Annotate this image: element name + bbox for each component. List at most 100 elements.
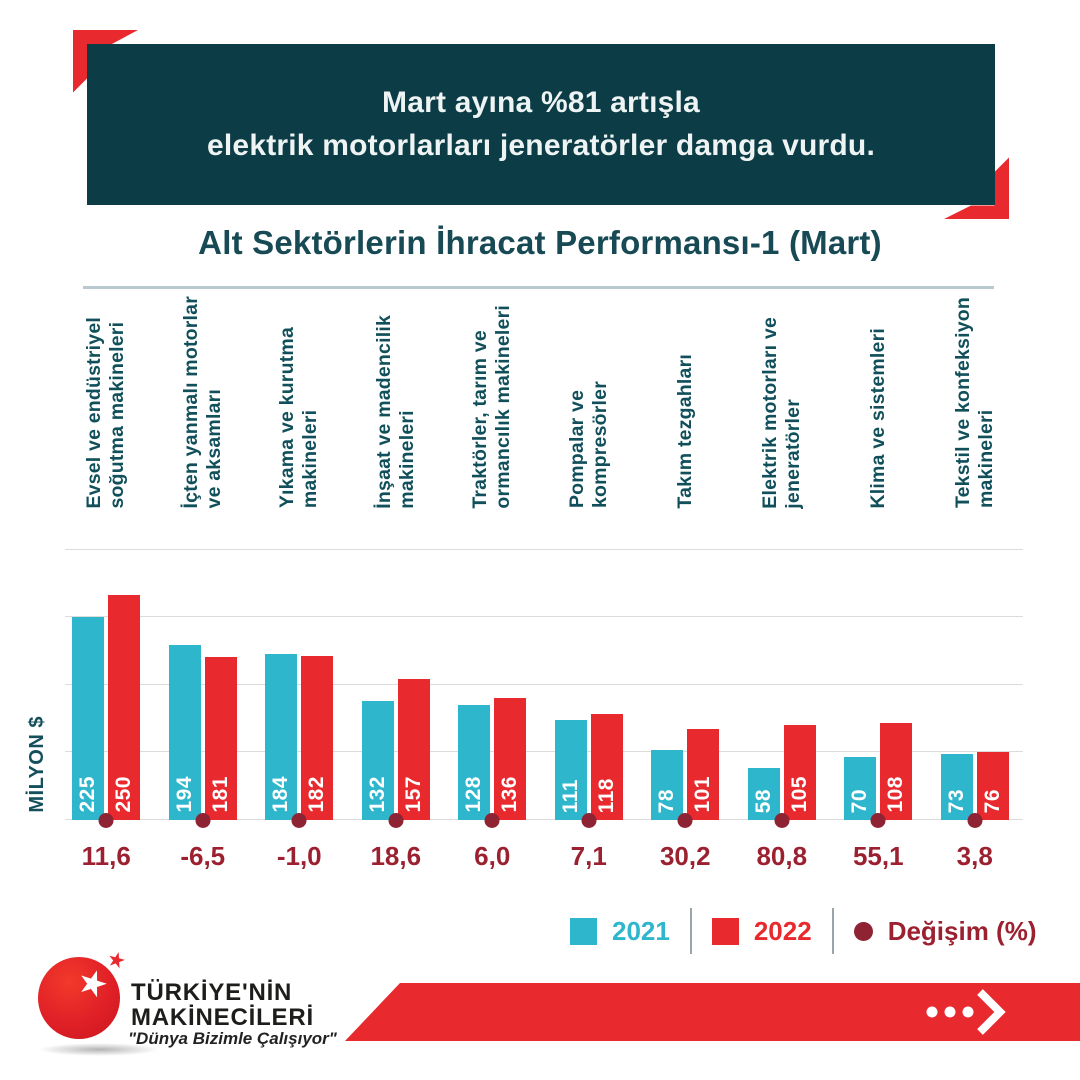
bar-2021: 132 [361,701,394,820]
bar-value-label: 108 [884,776,908,813]
bar-2022: 105 [783,725,816,820]
bar-value-label: 118 [594,777,618,813]
chart-legend: 2021 2022 Değişim (%) [570,906,1037,956]
bar-2021: 78 [651,750,684,820]
change-dot-icon [195,813,211,828]
bar-group: 58 105 [734,540,831,828]
bar-value-label-wrap: 132 [362,776,394,813]
bar-2022: 108 [880,723,913,820]
bar-value-label-wrap: 105 [784,776,816,813]
category-label: Klima ve sistemleri [866,327,889,509]
bar-2022: 76 [976,752,1009,820]
bar-value-label-wrap: 73 [941,789,973,813]
change-dot-icon [388,813,404,828]
y-axis-label: MİLYON $ [26,716,48,813]
bar-value-label: 111 [558,778,582,813]
bar-value-label-wrap: 194 [169,776,201,813]
category-label-cell: Traktörler, tarım ve ormancılık makinele… [444,296,541,509]
bar-value-label-wrap: 225 [72,776,104,813]
bar-value-label-wrap: 184 [265,776,297,813]
category-labels-row: Evsel ve endüstriyel soğutma makineleri İ… [58,296,1023,508]
bar-2022: 118 [590,714,623,820]
bar-value-label-wrap: 101 [687,776,719,813]
category-label: Yıkama ve kurutma makineleri [276,327,322,509]
bar-value-label-wrap: 58 [748,789,780,813]
logo-star-red-icon: ★ [104,946,129,975]
change-percent-value: 55,1 [852,841,904,871]
category-label: Pompalar ve kompresörler [565,381,611,509]
category-label: Tekstil ve konfeksiyon makineleri [951,297,997,509]
legend-label-2021: 2021 [612,915,670,946]
bar-value-label: 132 [365,776,389,813]
legend-swatch-2021 [570,917,597,945]
arrow-dot-icon [944,1006,956,1018]
logo-title-line-1: TÜRKİYE'NİN [131,979,293,1006]
bar-2021: 225 [72,617,105,820]
change-dot-icon [870,813,886,828]
category-label-cell: Tekstil ve konfeksiyon makineleri [927,296,1024,508]
change-dot-icon [677,813,693,828]
arrow-dot-icon [926,1006,938,1018]
gridline [65,751,1023,752]
bar-value-label-wrap: 157 [398,776,430,813]
bar-group: 128 136 [444,540,541,828]
change-percent-value: 3,8 [956,841,993,871]
bar-group: 70 108 [830,540,927,828]
category-label-cell: Evsel ve endüstriyel soğutma makineleri [58,296,155,509]
change-percent-value: 6,0 [474,841,511,871]
gridline [65,549,1023,550]
bar-value-label-wrap: 118 [591,778,623,813]
change-percent-value: 80,8 [756,841,808,871]
gridline [65,819,1023,820]
footer-ribbon [345,983,1080,1041]
change-percent-row: 11,6 -6,5 -1,0 18,6 6,0 7,1 30,2 80,8 55,1 3,8 [58,841,1023,872]
footer-arrow-button[interactable] [922,988,1006,1036]
bar-2022: 101 [687,729,720,820]
change-percent-value: -1,0 [276,841,322,871]
bar-value-label: 181 [208,776,232,813]
bar-2022: 182 [301,656,334,820]
category-label-cell: Takım tezgahları [637,296,734,509]
legend-swatch-2022 [711,917,739,945]
bar-value-label: 58 [751,788,775,813]
legend-dot-change-icon [853,921,873,941]
bar-group: 225 250 [58,540,155,828]
bar-value-label: 182 [305,776,329,813]
bar-value-label: 105 [787,776,811,813]
category-label-cell: İçten yanmalı motorlar ve aksamları [155,296,252,508]
bar-value-label-wrap: 108 [880,776,912,813]
bar-value-label: 78 [655,788,679,813]
bar-value-label-wrap: 250 [108,776,140,813]
bar-group: 132 157 [348,540,445,828]
category-label: Traktörler, tarım ve ormancılık makinele… [469,304,515,509]
bar-2021: 194 [168,645,201,820]
change-dot-icon [484,813,500,828]
change-dot-icon [967,813,983,828]
bar-2021: 70 [844,757,877,820]
bar-value-label-wrap: 70 [844,789,876,813]
change-percent-value: 11,6 [81,841,131,871]
chart-title: Alt Sektörlerin İhracat Performansı-1 (M… [198,224,882,261]
bar-2022: 157 [397,679,430,820]
bar-value-label: 250 [112,776,136,813]
bar-value-label: 101 [691,776,715,813]
arrow-dot-icon [962,1006,974,1018]
change-dot-icon [291,813,307,828]
bar-2021: 184 [265,654,298,820]
bar-2022: 136 [494,698,527,820]
change-dot-icon [774,813,790,828]
bar-value-label: 184 [269,776,293,813]
bar-2022: 250 [108,595,141,820]
bar-value-label: 128 [462,776,486,813]
bar-value-label-wrap: 181 [205,776,237,813]
bar-value-label-wrap: 78 [651,789,683,813]
change-percent-value: 30,2 [659,841,711,871]
logo-title-line-2: MAKİNECİLERİ [131,1004,314,1031]
logo-slogan: "Dünya Bizimle Çalışıyor" [128,1029,337,1048]
legend-label-2022: 2022 [753,915,812,946]
change-dot-icon [98,813,114,828]
bar-2021: 128 [458,705,491,820]
bar-value-label: 73 [944,788,968,813]
bar-group: 184 182 [251,540,348,828]
